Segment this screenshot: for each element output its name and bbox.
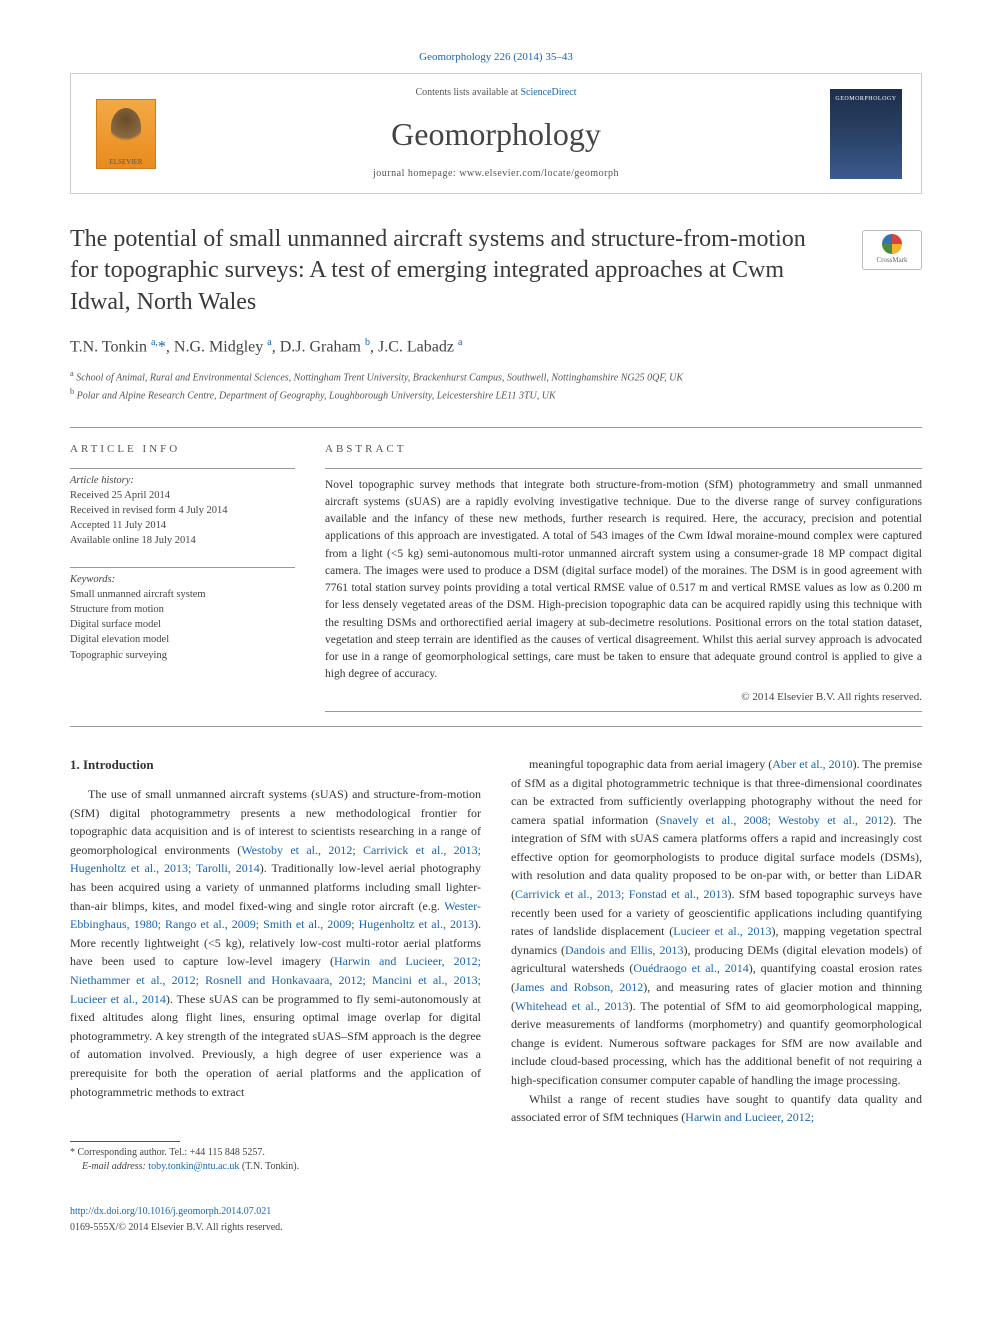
section-divider xyxy=(70,427,922,428)
contents-lists-line: Contents lists available at ScienceDirec… xyxy=(165,86,827,100)
journal-name: Geomorphology xyxy=(165,112,827,157)
authors-line: T.N. Tonkin a,*, N.G. Midgley a, D.J. Gr… xyxy=(70,336,922,359)
abstract-label: ABSTRACT xyxy=(325,442,922,457)
corresponding-email-link[interactable]: toby.tonkin@ntu.ac.uk xyxy=(148,1161,239,1172)
corresponding-author-footnote: * Corresponding author. Tel.: +44 115 84… xyxy=(70,1141,481,1174)
crossmark-icon xyxy=(882,234,902,254)
doi-link[interactable]: http://dx.doi.org/10.1016/j.geomorph.201… xyxy=(70,1206,271,1217)
top-citation: Geomorphology 226 (2014) 35–43 xyxy=(70,50,922,65)
body-column-left: 1. Introduction The use of small unmanne… xyxy=(70,755,481,1235)
section-heading-intro: 1. Introduction xyxy=(70,755,481,775)
crossmark-badge[interactable]: CrossMark xyxy=(862,230,922,270)
affiliations: a School of Animal, Rural and Environmen… xyxy=(70,368,922,403)
publisher-logo: ELSEVIER xyxy=(87,99,165,169)
article-history-block: Article history: Received 25 April 2014 … xyxy=(70,468,295,549)
abstract-copyright: © 2014 Elsevier B.V. All rights reserved… xyxy=(325,690,922,705)
journal-cover-icon: GEOMORPHOLOGY xyxy=(830,89,902,179)
intro-paragraph-3: Whilst a range of recent studies have so… xyxy=(511,1090,922,1127)
doi-footer: http://dx.doi.org/10.1016/j.geomorph.201… xyxy=(70,1204,481,1235)
intro-paragraph-1: The use of small unmanned aircraft syste… xyxy=(70,785,481,1101)
body-column-right: meaningful topographic data from aerial … xyxy=(511,755,922,1235)
sciencedirect-link[interactable]: ScienceDirect xyxy=(520,87,576,98)
journal-homepage-url[interactable]: www.elsevier.com/locate/geomorph xyxy=(459,168,619,179)
journal-cover-thumb: GEOMORPHOLOGY xyxy=(827,89,905,179)
journal-header-box: ELSEVIER Contents lists available at Sci… xyxy=(70,73,922,194)
journal-homepage-line: journal homepage: www.elsevier.com/locat… xyxy=(165,167,827,181)
keywords-block: Keywords: Small unmanned aircraft system… xyxy=(70,567,295,663)
article-title: The potential of small unmanned aircraft… xyxy=(70,224,810,318)
intro-paragraph-2: meaningful topographic data from aerial … xyxy=(511,755,922,1090)
abstract-text: Novel topographic survey methods that in… xyxy=(325,477,922,684)
article-info-label: ARTICLE INFO xyxy=(70,442,295,457)
elsevier-tree-icon: ELSEVIER xyxy=(96,99,156,169)
